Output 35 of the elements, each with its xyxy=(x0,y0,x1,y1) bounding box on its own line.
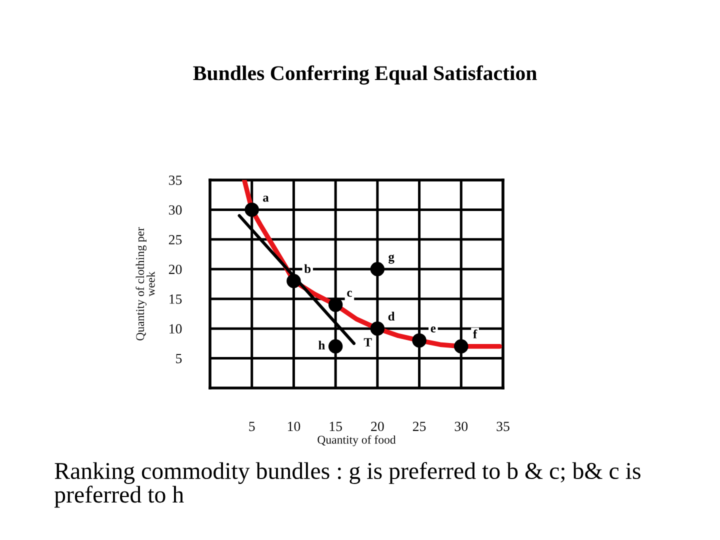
annotation: f xyxy=(473,329,478,338)
point xyxy=(370,321,385,336)
x-tick-label: 5 xyxy=(249,422,255,432)
point xyxy=(328,339,343,354)
y-tick-label: 5 xyxy=(176,354,182,364)
point xyxy=(412,333,426,348)
annotation: e xyxy=(430,326,436,332)
point xyxy=(328,298,343,312)
x-axis-title: Quantity of food xyxy=(318,435,396,446)
annotation: g xyxy=(388,254,394,264)
x-tick-label: 30 xyxy=(454,422,468,432)
point xyxy=(286,274,301,288)
y-tick-label: 35 xyxy=(168,176,182,185)
annotation: a xyxy=(263,196,269,202)
x-tick-label: 15 xyxy=(330,422,342,432)
x-tick-label: 35 xyxy=(496,422,510,432)
point xyxy=(370,262,385,276)
chart-title: Bundles Conferring Equal Satisfaction xyxy=(193,65,537,85)
y-tick-label: 10 xyxy=(170,324,182,334)
text: Ranking commodity bundles : g is preferred to b & c; b& c is preferred to h xyxy=(54,462,640,508)
x-tick-label: 20 xyxy=(371,422,384,432)
x-tick-label: 10 xyxy=(288,422,300,432)
annotation: b xyxy=(304,264,311,274)
x-tick-label: 25 xyxy=(412,422,426,432)
y-tick-label: 15 xyxy=(170,294,182,304)
annotation: T xyxy=(364,338,372,346)
annotation: c xyxy=(347,290,352,297)
annotation: h xyxy=(318,340,325,350)
y-axis-title: Quantity of clothing per week xyxy=(136,227,155,340)
point xyxy=(454,339,468,354)
y-tick-label: 30 xyxy=(168,205,182,215)
point xyxy=(244,202,259,217)
y-tick-label: 25 xyxy=(168,235,182,244)
y-tick-label: 20 xyxy=(168,264,182,274)
annotation: d xyxy=(388,312,395,321)
